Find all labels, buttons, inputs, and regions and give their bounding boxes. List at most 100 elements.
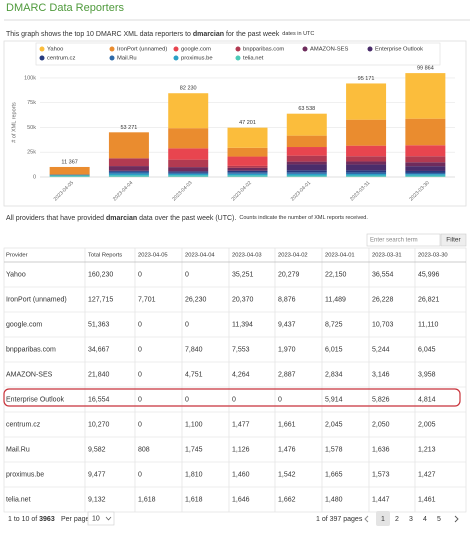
legend-swatch — [173, 46, 179, 52]
bar-segment — [227, 156, 268, 166]
bar-segment — [286, 135, 327, 148]
table-cell: 1,745 — [185, 446, 203, 453]
table-cell: 11,394 — [232, 321, 253, 328]
bar-segment — [405, 145, 446, 157]
bar-segment — [286, 172, 327, 174]
intro-tail: for the past week — [224, 31, 280, 38]
table-intro: All providers that have provided dmarcia… — [6, 215, 368, 222]
y-tick-label: 75k — [27, 100, 36, 106]
table-cell: proximus.be — [6, 471, 44, 478]
table-cell: 0 — [138, 321, 142, 328]
highlight-outline — [3, 388, 461, 407]
legend-swatch — [367, 46, 373, 52]
table-cell: 0 — [138, 346, 142, 353]
legend-label: IronPort (unnamed) — [117, 47, 167, 53]
column-header: 2023-04-04 — [185, 253, 215, 259]
column-header: Provider — [6, 253, 28, 259]
bar-segment — [405, 118, 446, 146]
table-cell: 1,661 — [278, 421, 296, 428]
legend-swatch — [39, 55, 45, 61]
footer-total: 3963 — [39, 516, 55, 523]
total-label: 99 864 — [417, 66, 434, 72]
column-header: Total Reports — [88, 253, 122, 259]
page-button[interactable]: 5 — [437, 516, 441, 523]
bar-segment — [108, 171, 149, 174]
y-tick-label: 0 — [33, 174, 36, 180]
page-button[interactable]: 4 — [423, 516, 427, 523]
table-cell: IronPort (unnamed) — [6, 296, 67, 303]
table-cell: 0 — [138, 271, 142, 278]
total-label: 63 538 — [298, 106, 315, 112]
page-button[interactable]: 2 — [395, 516, 399, 523]
intro-brand: dmarcian — [193, 31, 224, 38]
bar-segment — [168, 93, 209, 129]
page-count: 1 of 397 pages — [316, 516, 363, 523]
search-input[interactable] — [366, 233, 441, 247]
bar-segment — [346, 156, 387, 162]
total-label: 53 271 — [121, 125, 138, 131]
table-cell: 1,810 — [185, 471, 203, 478]
table-cell: 26,228 — [372, 296, 394, 303]
next-page[interactable] — [454, 515, 459, 523]
total-label: 47 201 — [239, 120, 256, 126]
table-cell: 5,244 — [372, 346, 390, 353]
bar-segment — [346, 119, 387, 146]
table-cell: 808 — [138, 446, 150, 453]
bar-segment — [346, 170, 387, 173]
table-cell: 1,213 — [418, 446, 436, 453]
legend-label: Yahoo — [47, 47, 63, 53]
table-cell: 6,045 — [418, 346, 436, 353]
bar-segment — [286, 170, 327, 173]
prev-page[interactable] — [364, 515, 369, 523]
legend-label: centrum.cz — [47, 56, 75, 62]
table-cell: 11,110 — [418, 321, 438, 328]
footer-range-text: 1 to 10 of — [8, 516, 39, 523]
table-cell: 20,370 — [232, 296, 254, 303]
table-cell: telia.net — [6, 496, 31, 503]
table-cell: 127,715 — [88, 296, 113, 303]
intro-lead: This graph shows the top 10 DMARC XML da… — [6, 31, 193, 38]
bar-segment — [168, 171, 209, 173]
x-tick-label: 2023-04-01 — [290, 180, 312, 202]
table-cell: 2,834 — [325, 371, 343, 378]
table-cell: 8,725 — [325, 321, 343, 328]
table-cell: 16,554 — [88, 396, 110, 403]
total-label: 95 171 — [358, 76, 375, 82]
table-cell: 51,363 — [88, 321, 110, 328]
bar-segment — [346, 172, 387, 175]
table-cell: 45,996 — [418, 271, 440, 278]
table-cell: 1,126 — [232, 446, 250, 453]
page-button[interactable]: 1 — [381, 516, 385, 523]
legend-label: telia.net — [243, 56, 264, 62]
total-label: 11 367 — [61, 159, 77, 165]
table-cell: Mail.Ru — [6, 446, 30, 453]
per-page-label: Per page — [61, 516, 90, 523]
page-button[interactable]: 3 — [409, 516, 413, 523]
table-cell: 1,578 — [325, 446, 343, 453]
bar-segment — [168, 159, 209, 168]
table-cell: 0 — [278, 396, 282, 403]
bar-segment — [286, 173, 327, 176]
bar-segment — [49, 175, 90, 177]
bar-segment — [286, 161, 327, 165]
table-cell: 10,270 — [88, 421, 110, 428]
table-cell: 7,701 — [138, 296, 156, 303]
bar-segment — [405, 175, 446, 177]
column-header: 2023-04-01 — [325, 253, 355, 259]
bar-segment — [108, 158, 149, 167]
table-cell: Yahoo — [6, 271, 26, 278]
table-cell: 9,437 — [278, 321, 296, 328]
table-cell: 35,251 — [232, 271, 254, 278]
per-page-select[interactable] — [87, 511, 115, 526]
filter-button[interactable] — [440, 233, 467, 247]
legend-swatch — [235, 55, 241, 61]
legend-swatch — [302, 46, 308, 52]
select-caret — [105, 516, 112, 521]
legend-swatch — [173, 55, 179, 61]
table-cell: 1,427 — [418, 471, 436, 478]
per-page-value: 10 — [92, 515, 100, 522]
chart-frame — [3, 40, 467, 207]
bar-segment — [227, 127, 268, 148]
table-intro-tail: data over the past week (UTC). — [137, 215, 236, 222]
table-cell: 9,132 — [88, 496, 106, 503]
